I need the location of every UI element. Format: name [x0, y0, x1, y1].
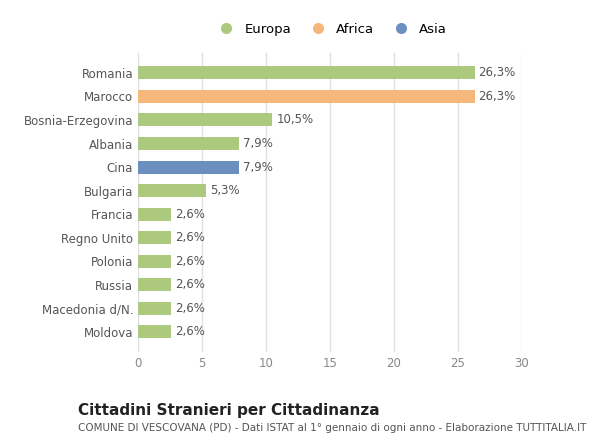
Bar	[138, 231, 171, 244]
Text: 5,3%: 5,3%	[209, 184, 239, 197]
Bar	[138, 208, 171, 220]
Text: 2,6%: 2,6%	[175, 255, 205, 268]
Text: 2,6%: 2,6%	[175, 279, 205, 291]
Bar	[138, 255, 171, 268]
Bar	[138, 279, 171, 291]
Bar	[138, 161, 239, 173]
Bar	[138, 114, 272, 126]
Text: Cittadini Stranieri per Cittadinanza: Cittadini Stranieri per Cittadinanza	[78, 403, 380, 418]
Bar	[138, 302, 171, 315]
Bar	[138, 66, 475, 79]
Bar	[138, 326, 171, 338]
Legend: Europa, Africa, Asia: Europa, Africa, Asia	[208, 18, 452, 41]
Bar	[138, 137, 239, 150]
Text: 10,5%: 10,5%	[276, 114, 313, 126]
Text: 7,9%: 7,9%	[243, 137, 273, 150]
Text: 7,9%: 7,9%	[243, 161, 273, 173]
Text: 26,3%: 26,3%	[478, 90, 516, 103]
Text: 2,6%: 2,6%	[175, 231, 205, 244]
Text: 2,6%: 2,6%	[175, 208, 205, 221]
Text: COMUNE DI VESCOVANA (PD) - Dati ISTAT al 1° gennaio di ogni anno - Elaborazione : COMUNE DI VESCOVANA (PD) - Dati ISTAT al…	[78, 423, 586, 433]
Bar	[138, 184, 206, 197]
Text: 2,6%: 2,6%	[175, 326, 205, 338]
Bar	[138, 90, 475, 103]
Text: 26,3%: 26,3%	[478, 66, 516, 79]
Text: 2,6%: 2,6%	[175, 302, 205, 315]
